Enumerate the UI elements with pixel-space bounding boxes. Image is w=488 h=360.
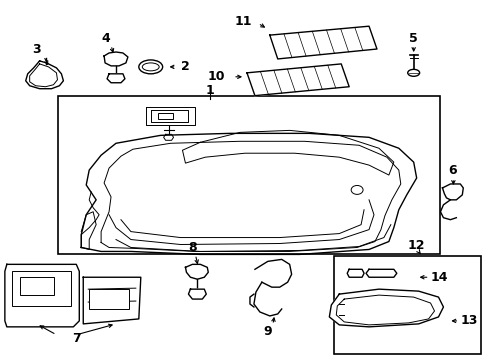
Ellipse shape: [139, 60, 163, 74]
Polygon shape: [188, 289, 206, 299]
Bar: [12, 271, 71, 306]
Bar: [59, 96, 440, 255]
Text: 4: 4: [102, 32, 110, 45]
Text: 1: 1: [205, 84, 214, 97]
Polygon shape: [246, 64, 348, 96]
Text: 7: 7: [72, 332, 81, 345]
Text: 9: 9: [263, 325, 272, 338]
Bar: [89, 289, 129, 309]
Polygon shape: [83, 277, 141, 324]
Text: 11: 11: [234, 15, 251, 28]
Text: 10: 10: [207, 70, 224, 83]
Text: 2: 2: [181, 60, 189, 73]
Polygon shape: [328, 289, 443, 327]
Polygon shape: [26, 61, 63, 89]
Bar: [157, 113, 172, 120]
Polygon shape: [107, 74, 124, 83]
Text: 5: 5: [408, 32, 417, 45]
Text: 12: 12: [407, 239, 425, 252]
Polygon shape: [104, 52, 128, 66]
Bar: [20, 277, 54, 295]
Text: 14: 14: [429, 271, 447, 284]
Polygon shape: [269, 26, 376, 59]
Polygon shape: [5, 264, 79, 327]
Text: 3: 3: [32, 42, 41, 55]
Ellipse shape: [407, 69, 419, 76]
Text: 6: 6: [447, 163, 456, 176]
Polygon shape: [346, 269, 364, 277]
Text: 8: 8: [188, 241, 196, 254]
Bar: [334, 256, 480, 354]
Polygon shape: [366, 269, 396, 277]
Polygon shape: [442, 184, 462, 200]
Polygon shape: [185, 264, 208, 279]
Text: 13: 13: [459, 314, 477, 327]
